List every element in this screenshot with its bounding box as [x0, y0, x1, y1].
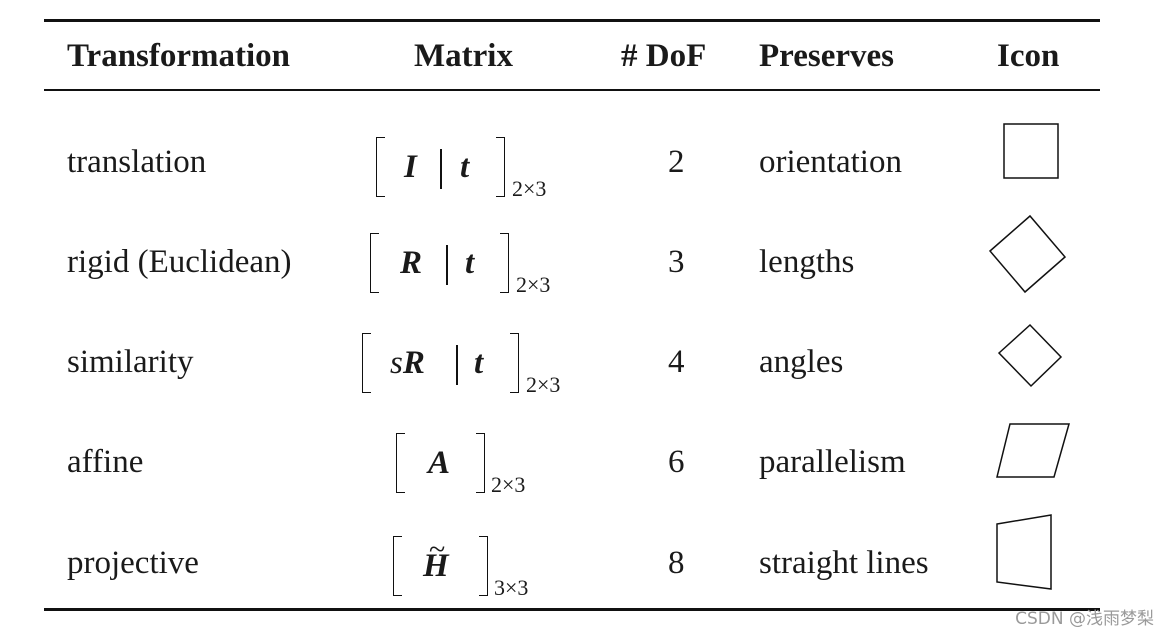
matrix-symbol: I: [404, 149, 417, 185]
parallelogram-icon: [996, 423, 1070, 478]
preserves-value: straight lines: [759, 545, 929, 581]
table-top-rule: [44, 19, 1100, 22]
preserves-value: lengths: [759, 244, 855, 280]
trapezoid-icon: [996, 514, 1052, 590]
table-bottom-rule: [44, 608, 1100, 611]
header-icon: Icon: [997, 38, 1060, 74]
matrix-size: 3×3: [494, 575, 529, 600]
small-rotated-square-icon: [997, 323, 1063, 388]
header-preserves: Preserves: [759, 38, 894, 74]
matrix-size: 2×3: [526, 372, 561, 397]
row-name: translation: [67, 144, 207, 180]
matrix-cell: ~ H 3×3: [393, 533, 533, 600]
header-dof: # DoF: [621, 38, 707, 74]
header-transformation: Transformation: [67, 38, 291, 74]
row-name: affine: [67, 444, 144, 480]
row-name: similarity: [67, 344, 194, 380]
matrix-symbol: sR: [390, 345, 425, 381]
header-matrix: Matrix: [414, 38, 513, 74]
preserves-value: orientation: [759, 144, 902, 180]
preserves-value: parallelism: [759, 444, 906, 480]
matrix-symbol: t: [460, 149, 470, 185]
matrix-symbol: ~ H: [423, 533, 449, 584]
watermark: CSDN @浅雨梦梨: [1015, 609, 1154, 629]
table-header-rule: [44, 89, 1100, 91]
matrix-size: 2×3: [516, 272, 551, 297]
matrix-symbol: R: [400, 245, 423, 281]
matrix-symbol: t: [474, 345, 484, 381]
matrix-cell: R t 2×3: [370, 233, 550, 297]
matrix-symbol: A: [428, 445, 451, 481]
matrix-symbol: t: [465, 245, 475, 281]
matrix-size: 2×3: [491, 472, 526, 497]
matrix-cell: A 2×3: [396, 433, 526, 497]
row-name: rigid (Euclidean): [67, 244, 292, 280]
matrix-cell: sR t 2×3: [362, 333, 560, 397]
row-name: projective: [67, 545, 199, 581]
square-icon: [1003, 123, 1059, 179]
rotated-square-icon: [988, 214, 1067, 294]
preserves-value: angles: [759, 344, 844, 380]
matrix-cell: I t 2×3: [376, 137, 546, 201]
matrix-size: 2×3: [512, 176, 547, 201]
